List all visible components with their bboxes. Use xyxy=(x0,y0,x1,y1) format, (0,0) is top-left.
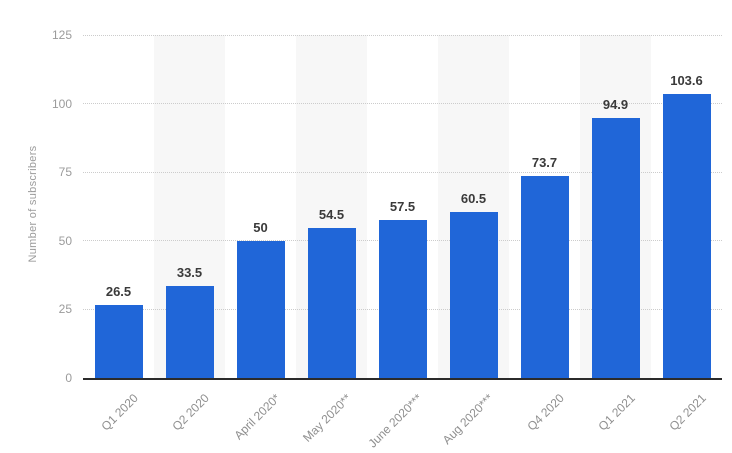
bar xyxy=(378,220,427,378)
bar xyxy=(449,212,498,378)
bar xyxy=(520,175,569,378)
plot-area: 26.5 Q1 2020 33.5 Q2 2020 50 April 2020* 54.5 M… xyxy=(83,34,722,450)
chart-column: 60.5 Aug 2020*** xyxy=(438,35,509,447)
bar-value-label: 54.5 xyxy=(318,207,345,223)
x-axis-label: Q1 2020 xyxy=(97,391,141,434)
gridline-100 xyxy=(83,103,722,105)
chart-column: 54.5 May 2020** xyxy=(296,35,367,445)
chart-column: 73.7 Q4 2020 xyxy=(509,35,580,433)
bar xyxy=(94,305,143,378)
bar xyxy=(165,286,214,378)
y-axis-tick-label: 125 xyxy=(51,28,72,42)
y-axis-tick-label: 0 xyxy=(65,371,72,385)
y-axis-tick-label: 50 xyxy=(58,233,72,248)
bar-value-label: 33.5 xyxy=(176,265,203,281)
chart-column: 50 April 2020* xyxy=(225,35,296,442)
y-axis-tick-label: 100 xyxy=(51,96,72,111)
bar-value-label: 57.5 xyxy=(389,199,416,215)
bar-value-label: 60.5 xyxy=(460,191,487,206)
bar xyxy=(591,117,640,378)
y-axis-tick-label: 25 xyxy=(58,302,72,317)
bar-value-label: 50 xyxy=(253,219,268,235)
gridline-75 xyxy=(83,171,722,173)
bar-value-label: 94.9 xyxy=(602,96,629,112)
chart-column: 94.9 Q1 2021 xyxy=(580,35,651,433)
bar-value-label: 73.7 xyxy=(531,154,558,170)
chart-column: 103.6 Q2 2021 xyxy=(651,35,722,433)
y-axis-tick-label: 75 xyxy=(58,165,72,180)
bar xyxy=(307,228,356,378)
gridline-125 xyxy=(83,34,722,36)
bar-value-label: 26.5 xyxy=(105,284,132,300)
bar xyxy=(236,240,285,378)
chart-column: 33.5 Q2 2020 xyxy=(154,35,225,433)
chart-column: 26.5 Q1 2020 xyxy=(83,35,154,433)
y-axis-ticks: 0 25 50 75 100 125 xyxy=(0,28,72,385)
bar-value-label: 103.6 xyxy=(670,72,703,88)
chart-column: 57.5 June 2020*** xyxy=(365,35,438,450)
bar xyxy=(662,93,711,378)
